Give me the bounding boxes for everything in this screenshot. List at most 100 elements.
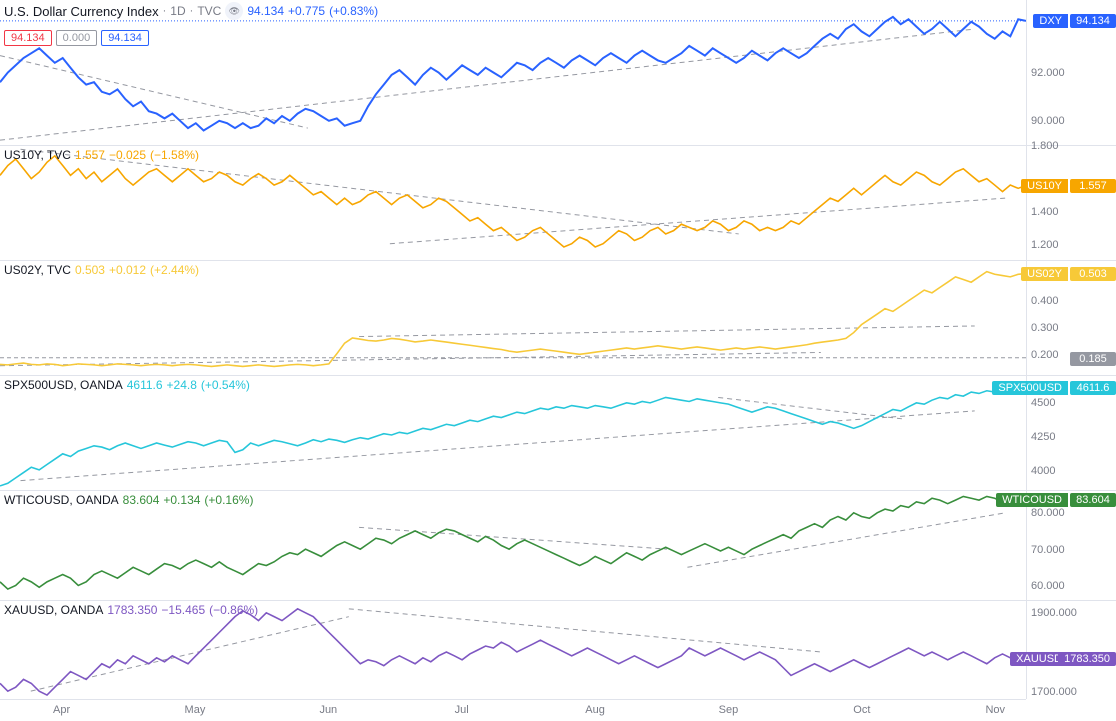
interval-label[interactable]: 1D xyxy=(170,4,185,18)
legend-change: −15.465 xyxy=(161,603,205,617)
legend-change: −0.025 xyxy=(109,148,146,162)
x-tick-label: Nov xyxy=(985,704,1005,716)
legend-pct: (+0.16%) xyxy=(204,493,253,507)
x-tick-label: Jul xyxy=(455,704,469,716)
legend[interactable]: XAUUSD, OANDA 1783.350 −15.465 (−0.86%) xyxy=(4,603,258,617)
y-tick-label: 4250 xyxy=(1031,431,1055,443)
trendline[interactable] xyxy=(31,617,349,691)
y-tick-label: 1900.000 xyxy=(1031,607,1077,619)
y-tick-label: 1700.000 xyxy=(1031,686,1077,698)
price-badge: 4611.6 xyxy=(1070,381,1116,395)
y-tick-label: 0.300 xyxy=(1031,322,1059,334)
ohlc-boxes: 94.1340.00094.134 xyxy=(4,30,149,46)
chart-panel-us10y[interactable]: US10Y, TVC 1.557 −0.025 (−1.58%) 1.200 1.4… xyxy=(0,145,1116,260)
trendline[interactable] xyxy=(349,609,821,652)
y-tick-label: 1.400 xyxy=(1031,206,1059,218)
y-tick-label: 0.400 xyxy=(1031,295,1059,307)
plot-area[interactable]: WTICOUSD, OANDA 83.604 +0.134 (+0.16%) xyxy=(0,491,1026,600)
symbol-badge: SPX500USD xyxy=(992,381,1068,395)
y-tick-label: 1.200 xyxy=(1031,239,1059,251)
x-tick-label: Jun xyxy=(319,704,337,716)
y-tick-label: 4500 xyxy=(1031,397,1055,409)
legend[interactable]: US10Y, TVC 1.557 −0.025 (−1.58%) xyxy=(4,148,199,162)
price-badge: 0.503 xyxy=(1070,267,1116,281)
y-tick-label: 70.000 xyxy=(1031,544,1065,556)
y-axis[interactable]: 1.2001.4001.800US10Y1.557 xyxy=(1026,146,1116,260)
legend-change: +0.012 xyxy=(109,263,146,277)
legend-value: 94.134 xyxy=(247,4,284,18)
plot-area[interactable]: U.S. Dollar Currency Index · 1D · TVC 👁 … xyxy=(0,0,1026,145)
ohlc-value: 0.000 xyxy=(56,30,98,46)
y-tick-label: 4000 xyxy=(1031,465,1055,477)
symbol-title[interactable]: U.S. Dollar Currency Index xyxy=(4,4,159,19)
plot-area[interactable]: US10Y, TVC 1.557 −0.025 (−1.58%) xyxy=(0,146,1026,260)
chart-panel-dxy[interactable]: U.S. Dollar Currency Index · 1D · TVC 👁 … xyxy=(0,0,1116,145)
legend-change: +0.134 xyxy=(163,493,200,507)
chart-panel-xau[interactable]: XAUUSD, OANDA 1783.350 −15.465 (−0.86%)1… xyxy=(0,600,1116,699)
price-badge: 94.134 xyxy=(1070,14,1116,28)
legend-pct: (−1.58%) xyxy=(150,148,199,162)
price-badge: 1.557 xyxy=(1070,179,1116,193)
x-axis: AprMayJunJulAugSepOctNov xyxy=(0,699,1026,721)
x-tick-label: Sep xyxy=(719,704,739,716)
y-axis[interactable]: 60.00070.00080.000WTICOUSD83.604 xyxy=(1026,491,1116,600)
price-badge: 83.604 xyxy=(1070,493,1116,507)
source-label: TVC xyxy=(197,4,221,18)
legend-value: 1.557 xyxy=(75,148,105,162)
symbol-title[interactable]: XAUUSD, OANDA xyxy=(4,603,103,617)
trendline[interactable] xyxy=(687,513,1005,568)
symbol-badge: US10Y xyxy=(1021,179,1068,193)
plot-area[interactable]: XAUUSD, OANDA 1783.350 −15.465 (−0.86%) xyxy=(0,601,1026,699)
chart-panel-wti[interactable]: WTICOUSD, OANDA 83.604 +0.134 (+0.16%) 60… xyxy=(0,490,1116,600)
x-tick-label: Apr xyxy=(53,704,70,716)
price-badge: 0.185 xyxy=(1070,352,1116,366)
y-axis[interactable]: 400042504500SPX500USD4611.6 xyxy=(1026,376,1116,490)
price-series xyxy=(0,496,1026,589)
legend-value: 83.604 xyxy=(123,493,160,507)
plot-area[interactable]: US02Y, TVC 0.503 +0.012 (+2.44%) xyxy=(0,261,1026,375)
legend-pct: (+0.83%) xyxy=(329,4,378,18)
trendline[interactable] xyxy=(0,56,308,129)
legend-value: 1783.350 xyxy=(107,603,157,617)
legend[interactable]: US02Y, TVC 0.503 +0.012 (+2.44%) xyxy=(4,263,199,277)
symbol-badge: DXY xyxy=(1033,14,1068,28)
y-axis[interactable]: 90.00092.000DXY94.134 xyxy=(1026,0,1116,145)
y-tick-label: 80.000 xyxy=(1031,507,1065,519)
legend-change: +0.775 xyxy=(288,4,325,18)
eye-icon[interactable]: 👁 xyxy=(225,2,243,20)
chart-panel-us02y[interactable]: US02Y, TVC 0.503 +0.012 (+2.44%) 0.200 0.3… xyxy=(0,260,1116,375)
price-series xyxy=(0,156,1026,247)
price-series xyxy=(0,17,1026,131)
legend[interactable]: WTICOUSD, OANDA 83.604 +0.134 (+0.16%) xyxy=(4,493,253,507)
symbol-badge: WTICOUSD xyxy=(996,493,1068,507)
symbol-title[interactable]: US02Y, TVC xyxy=(4,263,71,277)
chart-panel-spx[interactable]: SPX500USD, OANDA 4611.6 +24.8 (+0.54%) 40… xyxy=(0,375,1116,490)
x-tick-label: Oct xyxy=(853,704,870,716)
legend[interactable]: SPX500USD, OANDA 4611.6 +24.8 (+0.54%) xyxy=(4,378,250,392)
y-tick-label: 90.000 xyxy=(1031,115,1065,127)
price-badge: 1783.350 xyxy=(1058,652,1116,666)
legend-pct: (+2.44%) xyxy=(150,263,199,277)
price-series xyxy=(0,388,1026,486)
legend[interactable]: U.S. Dollar Currency Index · 1D · TVC 👁 … xyxy=(4,2,378,20)
price-series xyxy=(0,609,1026,695)
trendline[interactable] xyxy=(359,326,975,337)
multi-chart-container: U.S. Dollar Currency Index · 1D · TVC 👁 … xyxy=(0,0,1116,721)
symbol-title[interactable]: SPX500USD, OANDA xyxy=(4,378,123,392)
ohlc-value: 94.134 xyxy=(4,30,52,46)
legend-change: +24.8 xyxy=(167,378,197,392)
symbol-badge: US02Y xyxy=(1021,267,1068,281)
legend-pct: (+0.54%) xyxy=(201,378,250,392)
symbol-title[interactable]: US10Y, TVC xyxy=(4,148,71,162)
legend-value: 4611.6 xyxy=(127,378,163,392)
y-tick-label: 60.000 xyxy=(1031,580,1065,592)
trendline[interactable] xyxy=(718,397,903,418)
y-axis[interactable]: 0.2000.3000.400US02Y0.5030.185 xyxy=(1026,261,1116,375)
symbol-title[interactable]: WTICOUSD, OANDA xyxy=(4,493,119,507)
price-series xyxy=(0,272,1026,367)
x-tick-label: Aug xyxy=(585,704,605,716)
y-tick-label: 1.800 xyxy=(1031,140,1059,152)
y-axis[interactable]: 1700.0001900.000XAUUSD1783.350 xyxy=(1026,601,1116,699)
plot-area[interactable]: SPX500USD, OANDA 4611.6 +24.8 (+0.54%) xyxy=(0,376,1026,490)
y-tick-label: 0.200 xyxy=(1031,349,1059,361)
